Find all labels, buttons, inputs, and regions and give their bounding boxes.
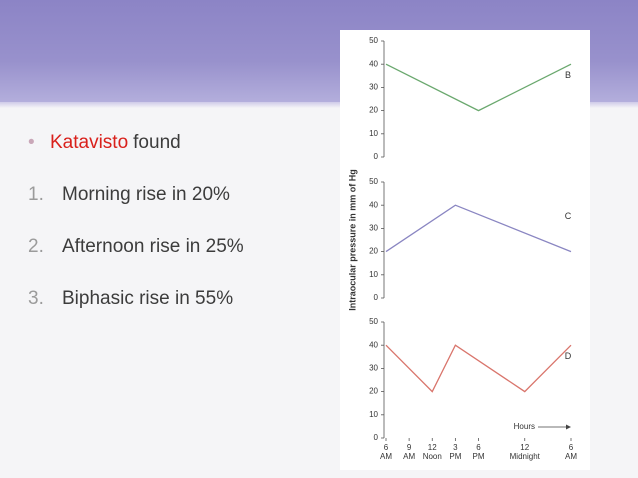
panel-label: D <box>565 351 572 361</box>
y-tick-label: 20 <box>369 387 378 396</box>
x-tick-label: 12 <box>428 443 437 452</box>
y-tick-label: 50 <box>369 177 378 186</box>
bullet: • Katavisto found <box>28 132 244 184</box>
y-tick-label: 40 <box>369 200 378 209</box>
y-tick-label: 30 <box>369 364 378 373</box>
x-tick-label: Midnight <box>510 452 541 461</box>
x-tick-label: AM <box>380 452 392 461</box>
x-tick-label: 12 <box>520 443 529 452</box>
y-tick-label: 30 <box>369 224 378 233</box>
y-tick-label: 10 <box>369 410 378 419</box>
x-tick-label: 6 <box>476 443 481 452</box>
y-tick-label: 20 <box>369 247 378 256</box>
highlight: Katavisto <box>50 132 129 153</box>
data-line <box>385 63 572 112</box>
x-tick-label: 6 <box>384 443 389 452</box>
item: 1. Morning rise in 20% <box>28 184 244 236</box>
item-text: Biphasic rise in 55% <box>62 288 234 309</box>
y-tick-label: 50 <box>369 317 378 326</box>
y-tick-label: 20 <box>369 106 378 115</box>
bullet-text: found <box>133 132 181 153</box>
x-axis-label: Hours <box>514 422 535 431</box>
item-text: Morning rise in 20% <box>62 184 230 205</box>
x-tick-label: 9 <box>407 443 412 452</box>
y-tick-label: 40 <box>369 340 378 349</box>
y-tick-label: 0 <box>374 433 379 442</box>
item: 3. Biphasic rise in 55% <box>28 288 244 340</box>
y-tick-label: 50 <box>369 36 378 45</box>
y-tick-label: 0 <box>374 152 379 161</box>
y-tick-label: 40 <box>369 59 378 68</box>
item: 2. Afternoon rise in 25% <box>28 236 244 288</box>
panel-label: C <box>565 211 572 221</box>
y-tick-label: 10 <box>369 129 378 138</box>
header-band-edge <box>0 102 638 108</box>
panel-label: B <box>565 70 571 80</box>
item-number: 3. <box>28 288 44 309</box>
x-tick-label: Noon <box>423 452 442 461</box>
bullet-marker: • <box>28 132 35 153</box>
x-tick-label: 3 <box>453 443 458 452</box>
x-axis-arrowhead <box>566 424 571 430</box>
x-tick-label: AM <box>403 452 415 461</box>
x-tick-label: AM <box>565 452 577 461</box>
y-tick-label: 10 <box>369 270 378 279</box>
data-line <box>385 344 572 393</box>
y-tick-label: 30 <box>369 83 378 92</box>
y-tick-label: 0 <box>374 293 379 302</box>
item-number: 2. <box>28 236 44 257</box>
data-line <box>385 204 572 253</box>
bullet-list: • Katavisto found 1. Morning rise in 20% … <box>28 132 244 340</box>
item-number: 1. <box>28 184 44 205</box>
x-tick-label: PM <box>449 452 461 461</box>
x-tick-label: PM <box>473 452 485 461</box>
x-tick-label: 6 <box>569 443 574 452</box>
item-text: Afternoon rise in 25% <box>62 236 244 257</box>
y-axis-label: Intraocular pressure in mm of Hg <box>347 169 357 311</box>
